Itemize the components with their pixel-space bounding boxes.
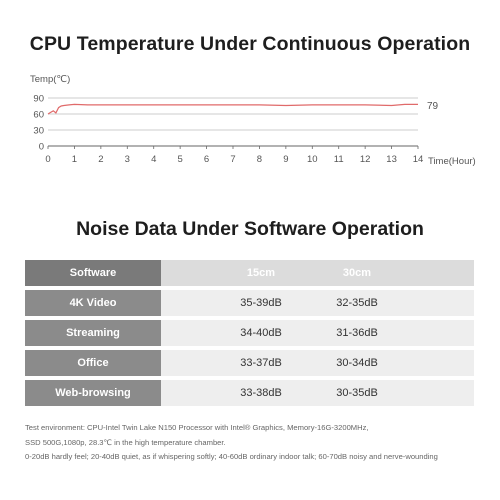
table-title: Noise Data Under Software Operation — [76, 218, 424, 240]
x-tick-label: 8 — [257, 154, 262, 165]
row-label: Streaming — [25, 320, 161, 346]
table-row: Web-browsing 33-38dB 30-35dB — [25, 380, 474, 406]
y-tick-label: 60 — [33, 110, 44, 121]
chart-series — [47, 103, 418, 115]
table-row: Office 33-37dB 30-34dB — [25, 350, 474, 376]
x-tick-label: 13 — [386, 154, 397, 165]
chart-grid — [48, 97, 418, 131]
row-values: 35-39dB 32-35dB — [161, 290, 474, 316]
value-15cm: 35-39dB — [240, 297, 282, 309]
x-tick-label: 12 — [360, 154, 371, 165]
header-values: 15cm 30cm — [161, 260, 474, 286]
table-row: 4K Video 35-39dB 32-35dB — [25, 290, 474, 316]
x-tick-label: 0 — [45, 154, 50, 165]
row-values: 33-38dB 30-35dB — [161, 380, 474, 406]
row-label: Web-browsing — [25, 380, 161, 406]
y-tick-label: 90 — [33, 94, 44, 105]
note-line: 0-20dB hardly feel; 20-40dB quiet, as if… — [25, 452, 438, 461]
chart-title: CPU Temperature Under Continuous Operati… — [29, 33, 471, 55]
row-label: Office — [25, 350, 161, 376]
value-30cm: 32-35dB — [336, 297, 378, 309]
x-tick-label: 2 — [98, 154, 103, 165]
chart-axes — [47, 145, 419, 149]
table-header-row: Software 15cm 30cm — [25, 260, 474, 286]
x-tick-label: 4 — [151, 154, 156, 165]
value-15cm: 34-40dB — [240, 327, 282, 339]
x-tick-label: 14 — [413, 154, 424, 165]
note-line: SSD 500G,1080p, 28.3℃ in the high temper… — [25, 437, 226, 447]
x-tick-label: 9 — [283, 154, 288, 165]
value-15cm: 33-37dB — [240, 357, 282, 369]
x-tick-label: 7 — [230, 154, 235, 165]
y-tick-label: 30 — [33, 126, 44, 137]
noise-table: Software 15cm 30cm 4K Video 35-39dB 32-3… — [25, 260, 474, 410]
x-tick-label: 11 — [334, 154, 344, 165]
table-row: Streaming 34-40dB 31-36dB — [25, 320, 474, 346]
value-30cm: 30-34dB — [336, 357, 378, 369]
value-30cm: 31-36dB — [336, 327, 378, 339]
x-tick-label: 6 — [204, 154, 209, 165]
value-15cm: 33-38dB — [240, 387, 282, 399]
x-tick-label: 10 — [307, 154, 318, 165]
test-notes: Test environment: CPU-Intel Twin Lake N1… — [25, 421, 485, 465]
header-software: Software — [25, 260, 161, 286]
value-30cm: 30-35dB — [336, 387, 378, 399]
end-value-label: 79 — [427, 101, 439, 112]
row-label: 4K Video — [25, 290, 161, 316]
x-tick-label: 3 — [125, 154, 130, 165]
temperature-line — [47, 103, 418, 115]
header-15cm: 15cm — [246, 267, 276, 279]
x-axis-label: Time(Hour) — [428, 156, 476, 167]
row-values: 33-37dB 30-34dB — [161, 350, 474, 376]
x-tick-label: 5 — [177, 154, 182, 165]
row-values: 34-40dB 31-36dB — [161, 320, 474, 346]
note-line: Test environment: CPU-Intel Twin Lake N1… — [25, 423, 369, 432]
header-30cm: 30cm — [342, 267, 372, 279]
y-axis-label: Temp(℃) — [30, 74, 70, 85]
x-tick-label: 1 — [72, 154, 77, 165]
y-tick-label: 0 — [39, 142, 44, 153]
